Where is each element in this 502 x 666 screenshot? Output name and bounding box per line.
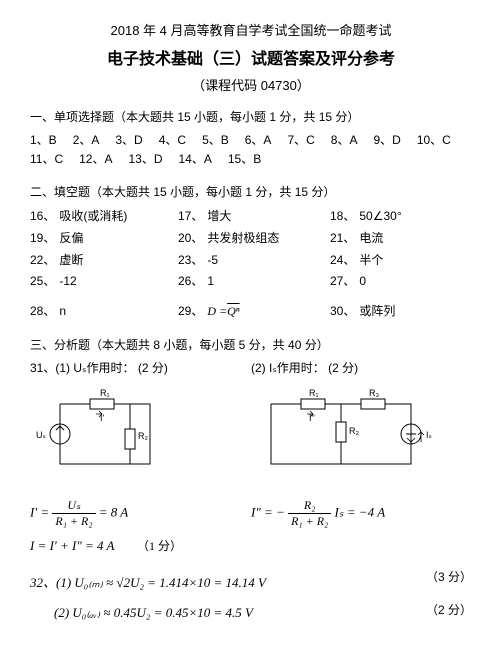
mc-item: 9、D — [373, 131, 400, 150]
section3-title: 三、分析题（本大题共 8 小题，每小题 5 分，共 40 分） — [30, 336, 472, 353]
q31-equations: I' = UₛR₁ + R₂ = 8 A I" = − R₂R₁ + R₂ Iₛ… — [30, 494, 472, 533]
label-R3: R₃ — [369, 388, 379, 398]
mc-item: 8、A — [331, 131, 358, 150]
circuit-left: R₁ I' R₂ Uₛ — [30, 384, 251, 484]
q31-part1-label: 31、(1) Uₛ作用时： (2 分) — [30, 359, 251, 376]
section1-answers: 1、B 2、A 3、D 4、C 5、B 6、A 7、C 8、A 9、D 10、C — [30, 131, 472, 150]
q32-line2: (2) U₀₍ₐᵥ₎ ≈ 0.45U₂ = 0.45×10 = 4.5 V （2… — [30, 601, 472, 625]
section2-answers: 16、吸收(或消耗) 17、增大 18、50∠30° 19、反偏 20、共发射极组态 21… — [30, 206, 472, 322]
fill-item: 23、-5 — [178, 250, 318, 272]
mc-item: 10、C — [417, 131, 451, 150]
mc-item: 5、B — [202, 131, 229, 150]
mc-item: 15、B — [228, 150, 261, 169]
fill-item: 18、50∠30° — [330, 206, 440, 228]
exam-header-date: 2018 年 4 月高等教育自学考试全国统一命题考试 — [30, 20, 472, 39]
mc-item: 13、D — [128, 150, 162, 169]
q32-eq1: 32、(1) U₀₍ₘ₎ ≈ √2U₂ = 1.414×10 = 14.14 V — [30, 572, 426, 591]
exam-title: 电子技术基础（三）试题答案及评分参考 — [30, 45, 472, 69]
course-code: （课程代码 04730） — [30, 75, 472, 94]
q32-eq2: (2) U₀₍ₐᵥ₎ ≈ 0.45U₂ = 0.45×10 = 4.5 V — [30, 605, 426, 621]
section1-answers-row2: 11、C 12、A 13、D 14、A 15、B — [30, 150, 472, 169]
mc-item: 1、B — [30, 131, 57, 150]
mc-item: 11、C — [30, 150, 63, 169]
label-R1: R₁ — [100, 388, 110, 398]
label-R1b: R₁ — [309, 388, 319, 398]
fill-item: 29、D = Qⁿ — [178, 301, 318, 323]
fill-item: 20、共发射极组态 — [178, 228, 318, 250]
eq-I2: I" = − R₂R₁ + R₂ Iₛ = −4 A — [251, 498, 472, 529]
mc-item: 3、D — [115, 131, 142, 150]
label-I2: I" — [309, 413, 315, 423]
mc-item: 4、C — [159, 131, 186, 150]
label-R2b: R₂ — [349, 426, 359, 436]
fill-item: 28、n — [30, 301, 166, 323]
section1-title: 一、单项选择题（本大题共 15 小题，每小题 1 分，共 15 分） — [30, 108, 472, 125]
eq-I1: I' = UₛR₁ + R₂ = 8 A — [30, 498, 251, 529]
mc-item: 14、A — [179, 150, 212, 169]
circuits-row: R₁ I' R₂ Uₛ R₁ — [30, 384, 472, 484]
q32-pts1: （3 分） — [426, 568, 472, 595]
fill-item: 30、或阵列 — [330, 301, 440, 323]
circuit-right: R₁ R₃ I" R₂ Iₛ — [251, 384, 472, 484]
label-Us: Uₛ — [36, 430, 46, 440]
fill-item: 16、吸收(或消耗) — [30, 206, 166, 228]
fill-item: 27、0 — [330, 271, 440, 293]
fill-item: 19、反偏 — [30, 228, 166, 250]
fill-item: 25、-12 — [30, 271, 166, 293]
fill-item: 21、电流 — [330, 228, 440, 250]
fill-item: 22、虚断 — [30, 250, 166, 272]
fill-item: 26、1 — [178, 271, 318, 293]
mc-item: 2、A — [73, 131, 100, 150]
q32-line1: 32、(1) U₀₍ₘ₎ ≈ √2U₂ = 1.414×10 = 14.14 V… — [30, 568, 472, 595]
mc-item: 7、C — [287, 131, 314, 150]
label-Is: Iₛ — [426, 430, 432, 440]
fill-item: 17、增大 — [178, 206, 318, 228]
section2-title: 二、填空题（本大题共 15 小题，每小题 1 分，共 15 分） — [30, 183, 472, 200]
mc-item: 6、A — [245, 131, 272, 150]
q31-part2-label: (2) Iₛ作用时： (2 分) — [251, 359, 472, 376]
label-I1: I' — [100, 413, 105, 423]
mc-item: 12、A — [79, 150, 112, 169]
label-R2: R₂ — [138, 431, 148, 441]
q31-header: 31、(1) Uₛ作用时： (2 分) (2) Iₛ作用时： (2 分) — [30, 359, 472, 376]
q32-pts2: （2 分） — [426, 601, 472, 625]
fill-item: 24、半个 — [330, 250, 440, 272]
eq-I-sum: I = I' + I" = 4 A （1 分） — [30, 537, 472, 554]
